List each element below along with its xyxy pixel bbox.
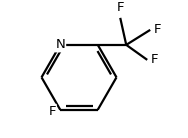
Text: F: F bbox=[48, 105, 56, 118]
Text: F: F bbox=[117, 1, 124, 14]
Text: F: F bbox=[151, 53, 158, 66]
Text: F: F bbox=[154, 23, 161, 36]
Text: N: N bbox=[55, 38, 65, 51]
